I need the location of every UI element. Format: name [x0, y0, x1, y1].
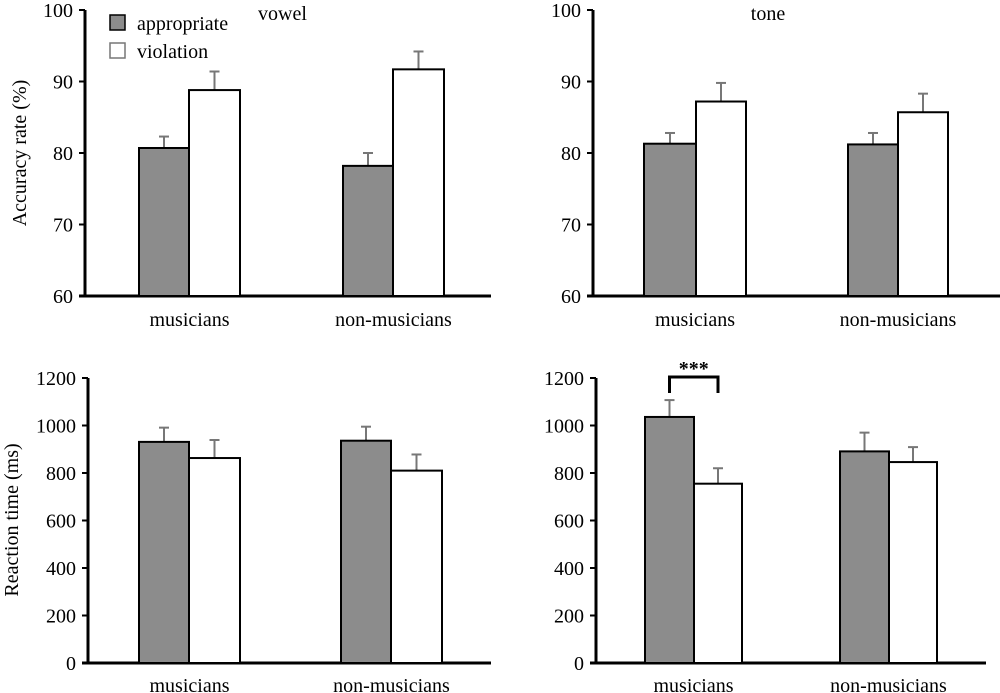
y-tick-label: 600	[554, 511, 584, 533]
y-tick-label: 100	[43, 0, 73, 22]
y-tick-label: 800	[554, 463, 584, 485]
y-tick-label: 0	[66, 653, 76, 675]
bar-appropriate-non-musicians	[847, 143, 899, 297]
x-category-label: non-musicians	[333, 675, 450, 693]
panel-title-tone: tone	[751, 3, 786, 25]
y-tick-label: 60	[53, 286, 73, 308]
legend-swatch-appropriate	[109, 14, 126, 31]
y-tick-label: 70	[53, 215, 73, 237]
legend: appropriate violation	[109, 13, 228, 63]
y-axis-title-accuracy: Accuracy rate (%)	[9, 80, 31, 227]
y-tick-label: 400	[46, 558, 76, 580]
y-tick-label: 0	[574, 653, 584, 675]
bar-appropriate-musicians	[644, 415, 695, 665]
legend-swatch-violation	[109, 42, 126, 59]
y-tick-label: 60	[561, 286, 581, 308]
bar-violation-non-musicians	[897, 111, 949, 298]
chart-panel-3: 0 200 400 600 800 1000 1200 musicians non-musici…	[36, 368, 491, 693]
x-category-label: non-musicians	[335, 309, 452, 331]
bar-appropriate-musicians	[138, 146, 190, 297]
bar-appropriate-non-musicians	[340, 439, 392, 665]
x-category-label: non-musicians	[840, 309, 957, 331]
legend-label-appropriate: appropriate	[137, 13, 228, 35]
y-axis-title-reaction-time: Reaction time (ms)	[1, 443, 23, 596]
bar-appropriate-musicians	[643, 142, 697, 297]
bar-appropriate-non-musicians	[342, 164, 394, 297]
bar-violation-non-musicians	[392, 68, 445, 297]
chart-panel-4: 0 200 400 600 800 1000 1200 musicians non-musici…	[544, 358, 986, 693]
y-tick-label: 400	[554, 558, 584, 580]
y-tick-label: 200	[554, 606, 584, 628]
bar-violation-musicians	[188, 89, 241, 297]
y-tick-label: 1200	[36, 368, 76, 390]
x-category-label: non-musicians	[830, 675, 947, 693]
y-tick-label: 90	[53, 72, 73, 94]
y-tick-label: 80	[561, 143, 581, 165]
x-category-label: musicians	[150, 309, 230, 331]
y-tick-label: 90	[561, 72, 581, 94]
chart-panel-1: 60 70 80 90 100 musicians non-musicians	[43, 0, 491, 331]
y-tick-label: 1000	[36, 416, 76, 438]
y-tick-label: 200	[46, 606, 76, 628]
bar-violation-musicians	[693, 482, 743, 664]
y-tick-label: 1000	[544, 416, 584, 438]
bar-appropriate-non-musicians	[839, 450, 890, 665]
bar-violation-non-musicians	[390, 469, 443, 664]
y-tick-label: 80	[53, 143, 73, 165]
significance-stars: ***	[679, 358, 709, 380]
y-tick-label: 600	[46, 511, 76, 533]
significance-bracket	[668, 375, 720, 393]
x-category-label: musicians	[150, 675, 230, 693]
y-tick-label: 70	[561, 215, 581, 237]
legend-label-violation: violation	[137, 41, 208, 63]
bar-appropriate-musicians	[138, 440, 190, 665]
y-tick-label: 100	[551, 0, 581, 22]
bar-violation-musicians	[188, 457, 241, 664]
bar-violation-musicians	[695, 100, 747, 297]
x-category-label: musicians	[654, 675, 734, 693]
chart-panel-2: 60 70 80 90 100 musicians non-musicians	[551, 0, 1000, 331]
y-tick-label: 800	[46, 463, 76, 485]
x-category-label: musicians	[655, 309, 735, 331]
y-tick-label: 1200	[544, 368, 584, 390]
panel-title-vowel: vowel	[258, 3, 307, 25]
bar-violation-non-musicians	[888, 461, 938, 665]
